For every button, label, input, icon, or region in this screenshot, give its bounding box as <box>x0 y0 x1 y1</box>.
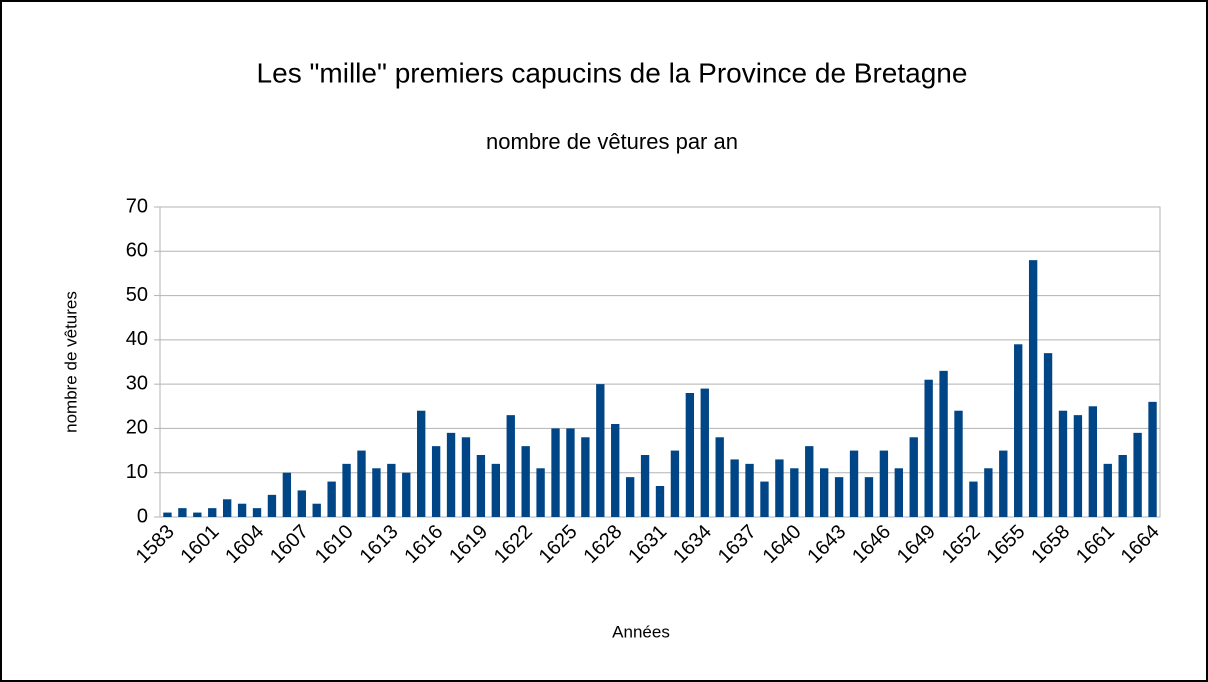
bar <box>297 490 306 517</box>
bar <box>536 468 545 517</box>
y-tick-label: 40 <box>126 328 148 350</box>
bar <box>790 468 799 517</box>
bar <box>551 428 560 517</box>
y-tick-label: 50 <box>126 284 148 306</box>
x-axis-title: Années <box>612 622 670 641</box>
bar <box>909 437 918 517</box>
bar <box>342 463 351 517</box>
bar <box>491 463 500 517</box>
bar <box>924 379 933 517</box>
bar <box>864 477 874 517</box>
bar <box>640 455 650 517</box>
bar <box>685 393 695 517</box>
bar <box>267 494 277 517</box>
bar <box>357 450 366 517</box>
bar <box>939 370 948 517</box>
bar <box>715 437 724 517</box>
bar <box>894 468 903 517</box>
bar <box>834 477 844 517</box>
bar <box>954 410 963 517</box>
bar <box>700 388 709 517</box>
bar <box>1073 415 1083 517</box>
bar <box>581 437 590 517</box>
bar <box>1058 410 1068 517</box>
y-tick-label: 70 <box>126 195 148 217</box>
bar <box>521 446 530 517</box>
bar <box>805 446 814 517</box>
bar <box>625 477 635 517</box>
y-axis-title: nombre de vêtures <box>61 291 80 433</box>
bar <box>730 459 739 517</box>
bar <box>446 432 456 517</box>
y-tick-label: 30 <box>126 372 148 394</box>
bar <box>879 450 889 517</box>
bar <box>327 481 336 517</box>
bar <box>1088 406 1098 517</box>
bar <box>969 481 978 517</box>
bar <box>431 446 441 517</box>
bar <box>1148 401 1157 517</box>
bar <box>417 410 426 517</box>
bar <box>372 468 381 517</box>
bar <box>566 428 575 517</box>
bar <box>611 424 620 517</box>
bar <box>506 415 515 517</box>
bar <box>222 499 232 517</box>
bar <box>655 486 665 517</box>
bar <box>208 508 217 517</box>
bar <box>849 450 859 517</box>
bar <box>984 468 993 517</box>
bar <box>1118 455 1127 517</box>
bar <box>1133 432 1142 517</box>
y-tick-label: 20 <box>126 417 148 439</box>
bar <box>282 472 292 517</box>
bar <box>461 437 471 517</box>
bar <box>252 508 262 517</box>
bar <box>760 481 769 517</box>
bar <box>1103 463 1112 517</box>
bar <box>178 508 187 517</box>
bar <box>402 472 411 517</box>
bar <box>1028 260 1038 517</box>
y-tick-label: 10 <box>126 461 148 483</box>
bar <box>1014 344 1023 517</box>
y-tick-label: 0 <box>137 505 148 527</box>
chart-subtitle: nombre de vêtures par an <box>486 129 738 154</box>
chart-title: Les "mille" premiers capucins de la Prov… <box>257 57 968 88</box>
bar <box>476 455 486 517</box>
bar <box>596 384 605 517</box>
bar <box>745 463 754 517</box>
bar <box>775 459 784 517</box>
bar <box>237 503 247 517</box>
bar <box>312 503 321 517</box>
bar <box>163 512 172 517</box>
bar <box>387 463 396 517</box>
bar <box>999 450 1008 517</box>
bar <box>820 468 829 517</box>
bar <box>193 512 202 517</box>
bar <box>670 450 680 517</box>
y-tick-label: 60 <box>126 240 148 262</box>
bar <box>1043 353 1053 517</box>
